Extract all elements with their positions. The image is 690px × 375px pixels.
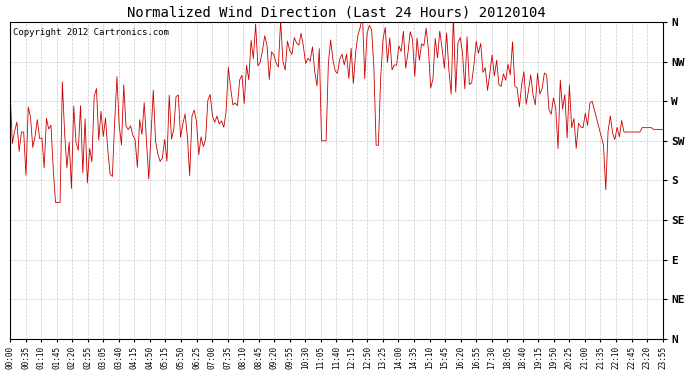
Text: Copyright 2012 Cartronics.com: Copyright 2012 Cartronics.com (13, 28, 169, 38)
Title: Normalized Wind Direction (Last 24 Hours) 20120104: Normalized Wind Direction (Last 24 Hours… (127, 6, 546, 20)
